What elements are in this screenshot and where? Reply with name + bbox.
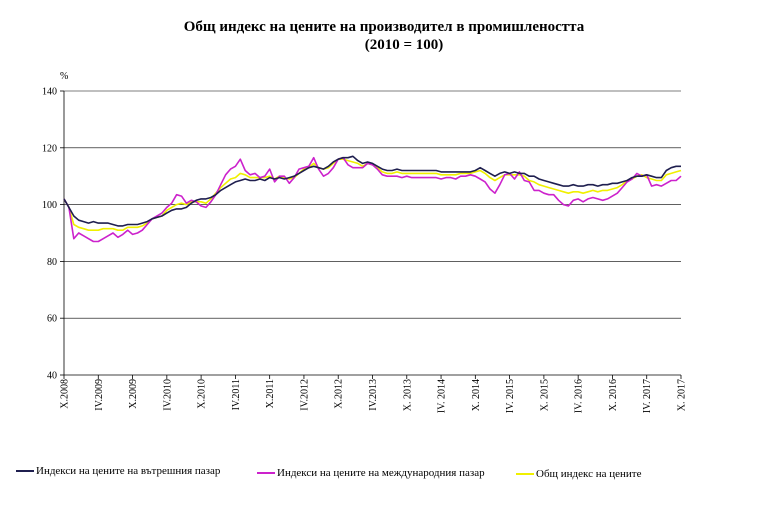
y-tick-label: 80 [47,257,57,268]
legend-label-domestic: Индекси на цените на вътрешния пазар [36,465,221,477]
y-tick-label: 40 [47,371,57,382]
x-tick-label: IV. 2014 [437,379,448,413]
x-tick-label: X.2009 [128,379,139,409]
x-tick-label: X.2010 [197,379,208,409]
x-tick-label: IV.2010 [162,379,173,411]
y-tick-label: 120 [42,143,57,154]
gridlines [64,90,681,319]
x-tick-label: IV. 2015 [505,379,516,413]
legend-item-total: Общ индекс на цените [516,468,641,481]
series-line-domestic [63,155,681,227]
legend-swatch-domestic [16,470,34,473]
x-tick-label: IV.2011 [231,379,242,410]
series-line-international [63,156,682,243]
y-tick-label: 100 [42,200,57,211]
y-tick-label: 60 [47,314,57,325]
legend-label-international: Индекси на цените на международния пазар [277,467,485,479]
legend-item-international: Индекси на цените на международния пазар [257,467,485,480]
x-tick-label: IV. 2016 [574,379,585,413]
x-tick-label: X.2008 [60,379,71,409]
x-tick-label: X. 2013 [402,379,413,411]
series-line-total [63,158,682,231]
y-tick-label: 140 [42,87,57,98]
legend-swatch-total [516,473,534,476]
x-tick-label: IV.2013 [368,379,379,411]
x-tick-label: IV. 2017 [642,379,653,413]
series-lines [63,155,682,243]
x-tick-label: IV.2012 [299,379,310,411]
y-axis-unit-label: % [60,71,69,82]
legend-swatch-international [257,472,275,475]
legend-item-domestic: Индекси на цените на вътрешния пазар [16,465,220,478]
x-tick-label: X. 2017 [677,379,688,411]
legend-label-total: Общ индекс на цените [536,468,642,480]
x-tick-label: IV.2009 [94,379,105,411]
x-tick-label: X. 2015 [539,379,550,411]
x-tick-label: X.2012 [334,379,345,409]
chart-title: Общ индекс на цените на производител в п… [183,19,585,35]
chart-subtitle: (2010 = 100) [364,37,444,53]
y-tick-labels: 40 60 80 100 120 140 [42,87,57,382]
x-tick-label: X. 2016 [608,379,619,411]
x-tick-labels: X.2008 IV.2009 X.2009 IV.2010 X.2010 IV.2011 X… [60,379,688,413]
axes [60,90,682,379]
x-tick-label: X.2011 [265,379,276,408]
x-tick-label: X. 2014 [471,379,482,411]
